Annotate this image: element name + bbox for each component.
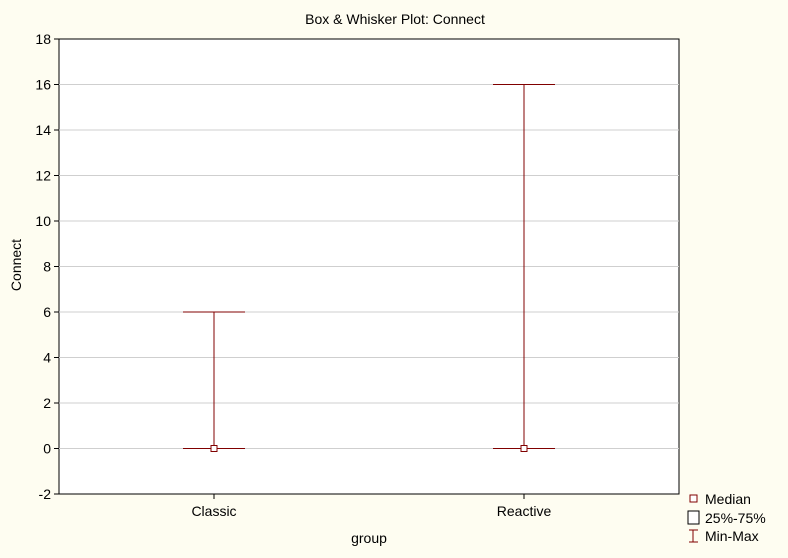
y-tick-label: 18	[35, 31, 51, 47]
x-axis: Classic Reactive	[191, 494, 551, 519]
y-tick-label: -2	[39, 486, 52, 502]
y-tick-label: 6	[43, 304, 51, 320]
legend-item: 25%-75%	[687, 510, 766, 526]
x-tick-label: Reactive	[497, 503, 552, 519]
median-marker	[520, 445, 528, 452]
legend-item: Median	[689, 491, 751, 507]
whisker-legend-icon	[689, 529, 698, 543]
box-plot-reactive	[493, 84, 555, 452]
legend-label: Min-Max	[705, 528, 759, 544]
box-plot-classic	[183, 311, 245, 452]
y-axis: -2 0 2 4 6 8 10 12 14 16 18	[35, 31, 59, 502]
grid-lines	[59, 84, 679, 449]
legend-item: Min-Max	[689, 528, 759, 544]
y-tick-label: 8	[43, 259, 51, 275]
median-legend-icon	[689, 494, 698, 503]
y-tick-label: 12	[35, 168, 51, 184]
y-tick-label: 16	[35, 77, 51, 93]
legend-label: 25%-75%	[705, 510, 766, 526]
chart-title: Box & Whisker Plot: Connect	[305, 11, 485, 27]
y-tick-label: 2	[43, 395, 51, 411]
y-tick-label: 0	[43, 441, 51, 457]
box-legend-icon	[687, 510, 700, 525]
y-axis-label: Connect	[8, 239, 24, 291]
legend-label: Median	[705, 491, 751, 507]
legend: Median 25%-75% Min-Max	[687, 491, 766, 544]
y-tick-label: 10	[35, 213, 51, 229]
box-plots	[183, 84, 555, 452]
y-tick-label: 4	[43, 350, 51, 366]
median-marker	[210, 445, 218, 452]
y-tick-label: 14	[35, 122, 51, 138]
x-axis-label: group	[351, 530, 387, 546]
x-tick-label: Classic	[191, 503, 236, 519]
